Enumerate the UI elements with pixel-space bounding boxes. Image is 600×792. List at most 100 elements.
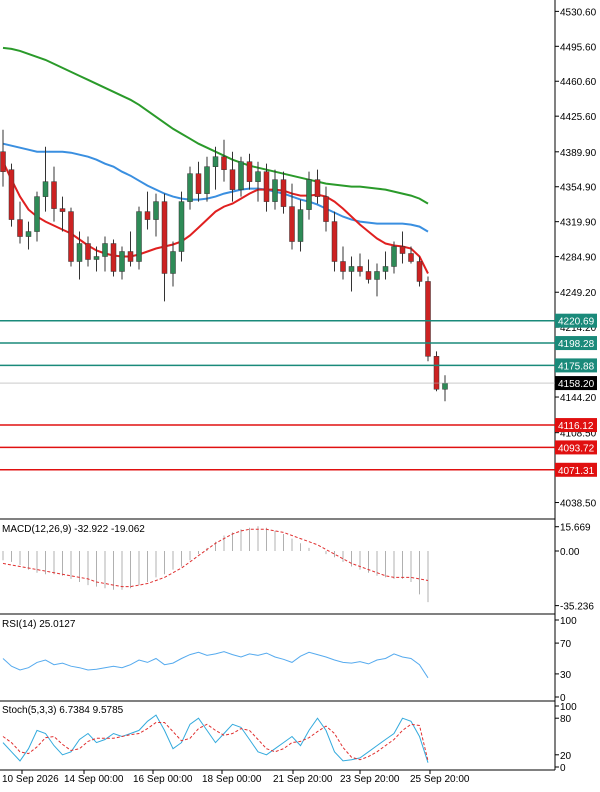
candle-body[interactable] [238, 161, 244, 190]
candle-body[interactable] [246, 161, 253, 182]
candle-body[interactable] [280, 179, 287, 207]
stoch-axis-label: 80 [560, 714, 572, 725]
candle-body[interactable] [76, 243, 83, 262]
candle-body[interactable] [187, 173, 193, 202]
candle-body[interactable] [68, 211, 74, 262]
time-axis-label: 10 Sep 2026 [2, 774, 59, 785]
time-axis-label: 18 Sep 00:00 [202, 774, 262, 785]
candle-body[interactable] [229, 169, 236, 190]
candle-body[interactable] [289, 206, 295, 242]
candle-body[interactable] [433, 356, 440, 390]
stoch-label: Stoch(5,3,3) 6.7384 9.5785 [2, 705, 124, 716]
candle-body[interactable] [144, 211, 151, 220]
rsi-axis-label: 100 [560, 616, 577, 627]
candle-body[interactable] [425, 281, 431, 357]
candle-body[interactable] [59, 208, 66, 212]
rsi-axis-label: 30 [560, 670, 572, 681]
candle-body[interactable] [348, 266, 355, 272]
candle-body[interactable] [382, 266, 389, 272]
candle-body[interactable] [340, 261, 346, 272]
candle-body[interactable] [102, 243, 108, 257]
price-axis-label: 4425.60 [560, 112, 597, 123]
stoch-axis-label: 20 [560, 751, 572, 762]
macd-signal-line [2, 528, 429, 588]
candle-body[interactable] [263, 171, 270, 202]
candle-body[interactable] [255, 171, 261, 182]
macd-axis-label: 15.669 [560, 523, 591, 534]
candle-body[interactable] [17, 219, 23, 237]
current-price-label: 4158.20 [558, 379, 595, 390]
candle-body[interactable] [221, 156, 227, 170]
macd-label: MACD(12,26,9) -32.922 -19.062 [2, 524, 145, 535]
price-level-label: 4071.31 [558, 466, 595, 477]
stoch-axis-label: 100 [560, 702, 577, 713]
rsi-axis-label: 0 [560, 693, 566, 704]
candle-body[interactable] [272, 179, 278, 202]
price-level-label: 4220.69 [558, 317, 595, 328]
candle-body[interactable] [212, 156, 219, 167]
candle-body[interactable] [85, 243, 91, 260]
macd-axis-label: -35.236 [560, 602, 594, 613]
rsi-label: RSI(14) 25.0127 [2, 619, 76, 630]
candle-body[interactable] [34, 196, 40, 232]
candle-body[interactable] [153, 201, 159, 220]
time-axis-label: 16 Sep 00:00 [133, 774, 193, 785]
candle-body[interactable] [331, 221, 338, 262]
candle-body[interactable] [442, 383, 448, 390]
price-axis-label: 4038.50 [560, 499, 597, 510]
candle-body[interactable] [357, 266, 363, 272]
candle-body[interactable] [8, 169, 15, 220]
price-level-label: 4093.72 [558, 443, 595, 454]
candle-body[interactable] [195, 173, 202, 194]
candle-body[interactable] [204, 166, 210, 194]
candle-body[interactable] [119, 251, 125, 272]
candle-body[interactable] [297, 209, 304, 242]
price-level-label: 4116.12 [558, 421, 594, 432]
ma-fast-line [2, 161, 429, 274]
rsi-line [2, 651, 429, 679]
candle-body[interactable] [399, 246, 406, 254]
price-axis-label: 4530.60 [560, 7, 597, 18]
candle-body[interactable] [127, 251, 134, 262]
price-level-tag [555, 336, 597, 351]
time-axis-label: 23 Sep 20:00 [340, 774, 400, 785]
candle-body[interactable] [136, 211, 142, 262]
price-level-tag [555, 358, 597, 373]
price-axis-label: 4354.90 [560, 183, 597, 194]
candle-body[interactable] [93, 256, 100, 260]
candle-body[interactable] [391, 246, 397, 267]
stoch-main-line [2, 714, 429, 763]
candle-body[interactable] [323, 196, 329, 222]
candle-body[interactable] [110, 243, 117, 272]
rsi-axis-label: 70 [560, 639, 572, 650]
candle-body[interactable] [42, 181, 49, 197]
candle-body[interactable] [374, 271, 380, 280]
current-price-tag [555, 376, 597, 391]
price-level-tag [555, 418, 597, 433]
candle-body[interactable] [306, 179, 312, 210]
candle-body[interactable] [416, 261, 423, 282]
candle-body[interactable] [170, 251, 176, 274]
price-panel[interactable]: 4530.60 4495.60 4460.60 4425.60 4389.90 4354.… [0, 7, 597, 510]
price-axis-label: 4284.90 [560, 253, 597, 264]
time-axis: 10 Sep 2026 14 Sep 00:00 16 Sep 00:00 18 Se… [2, 770, 470, 785]
candle-body[interactable] [0, 151, 6, 172]
rsi-panel[interactable]: RSI(14) 25.0127 100 70 30 0 [2, 616, 577, 704]
candle-body[interactable] [365, 271, 372, 280]
price-axis-label: 4319.90 [560, 218, 597, 229]
candle-body[interactable] [51, 181, 57, 209]
price-axis-label: 4389.90 [560, 148, 597, 159]
price-level-tag [555, 313, 597, 328]
stoch-axis-label: 0 [560, 763, 566, 774]
candle-body[interactable] [161, 201, 168, 274]
macd-panel[interactable]: MACD(12,26,9) -32.922 -19.062 15.669 0.00… [2, 523, 594, 613]
candle-body[interactable] [408, 253, 414, 262]
candle-body[interactable] [25, 231, 32, 237]
price-axis-label: 4460.60 [560, 77, 597, 88]
candle-body[interactable] [178, 201, 185, 252]
time-axis-label: 14 Sep 00:00 [64, 774, 124, 785]
candle-body[interactable] [314, 179, 321, 197]
